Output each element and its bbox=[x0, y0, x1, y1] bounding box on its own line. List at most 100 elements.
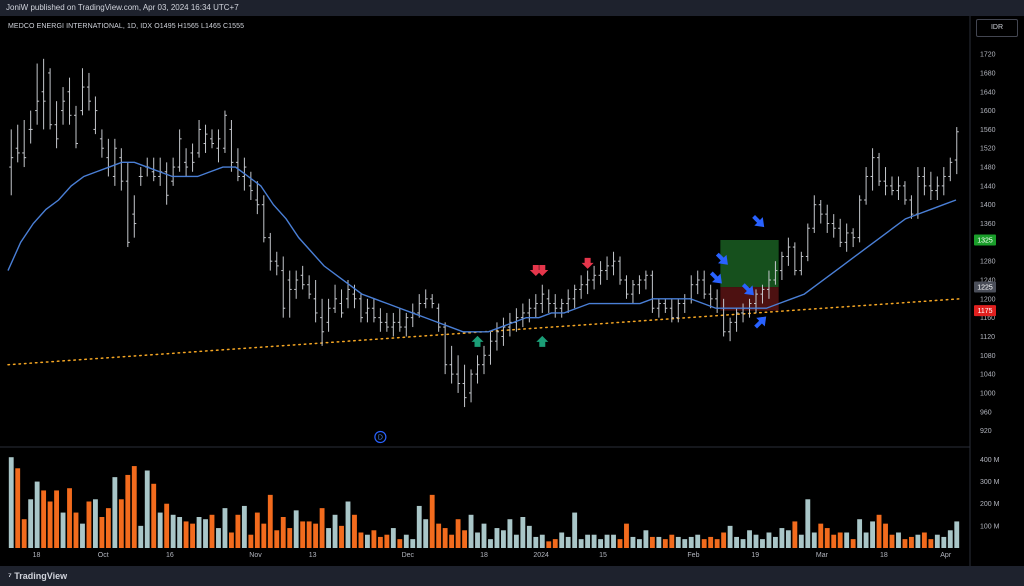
volume-bar bbox=[947, 530, 953, 548]
volume-bar bbox=[831, 534, 837, 548]
blue-arrow-icon bbox=[741, 283, 754, 296]
volume-bar bbox=[47, 501, 53, 548]
tradingview-brand: TradingView bbox=[14, 571, 68, 581]
volume-bar bbox=[73, 512, 79, 548]
price-tick-label: 1600 bbox=[980, 108, 996, 115]
open-value: 1495 bbox=[159, 23, 176, 30]
time-tick-label: Nov bbox=[249, 552, 262, 559]
volume-bar bbox=[352, 514, 357, 548]
volume-bar bbox=[792, 521, 798, 548]
currency-button[interactable]: IDR bbox=[976, 19, 1018, 37]
volume-bar bbox=[909, 536, 914, 548]
volume-bar bbox=[798, 534, 804, 548]
volume-bar bbox=[105, 508, 111, 548]
volume-bar bbox=[339, 525, 344, 548]
low-label: L bbox=[200, 23, 205, 30]
price-tick-label: 1520 bbox=[980, 146, 996, 153]
ohlc-bar bbox=[857, 195, 862, 243]
ohlc-bar bbox=[702, 270, 707, 299]
volume-bar bbox=[138, 525, 144, 548]
volume-bar bbox=[520, 517, 526, 548]
volume-bar bbox=[740, 539, 746, 548]
volume-bar bbox=[468, 514, 474, 548]
price-tick-label: 1560 bbox=[980, 127, 996, 134]
ohlc-bar bbox=[883, 167, 888, 196]
ohlc-bar bbox=[404, 312, 409, 337]
volume-bar bbox=[734, 536, 739, 548]
volume-bar bbox=[928, 539, 934, 548]
volume-bar bbox=[513, 534, 519, 548]
red-arrow-down-icon bbox=[536, 264, 549, 276]
volume-bar bbox=[863, 532, 869, 548]
volume-bar bbox=[442, 528, 448, 548]
price-tick-label: 1200 bbox=[980, 296, 996, 303]
ohlc-bar bbox=[585, 270, 590, 295]
volume-bar bbox=[157, 512, 163, 548]
ohlc-bar bbox=[630, 280, 635, 304]
ohlc-bar bbox=[86, 72, 91, 111]
volume-bar bbox=[261, 523, 267, 548]
ohlc-bar bbox=[171, 157, 176, 186]
ma-dotted-line bbox=[7, 298, 961, 366]
volume-bar bbox=[397, 539, 403, 548]
volume-tick-label: 200 M bbox=[980, 501, 1000, 508]
ohlc-bar bbox=[54, 101, 59, 149]
volume-bar bbox=[429, 494, 435, 548]
chart-frame[interactable] bbox=[0, 16, 1024, 566]
ohlc-bar bbox=[346, 280, 350, 309]
ohlc-bar bbox=[41, 58, 46, 130]
symbol-legend: MEDCO ENERGI INTERNATIONAL, 1D, IDX O149… bbox=[8, 23, 244, 30]
volume-bar bbox=[131, 466, 137, 548]
volume-bar bbox=[539, 534, 545, 548]
ohlc-bar bbox=[922, 167, 927, 196]
ohlc-bar bbox=[197, 120, 202, 158]
ohlc-bar bbox=[553, 294, 558, 318]
ohlc-bar bbox=[274, 251, 279, 276]
price-tick-label: 1040 bbox=[980, 372, 996, 379]
volume-bar bbox=[546, 541, 552, 548]
ohlc-bar bbox=[831, 214, 836, 238]
ohlc-bar bbox=[35, 63, 40, 125]
volume-bar bbox=[267, 494, 273, 548]
volume-bar bbox=[99, 517, 105, 548]
ohlc-bar bbox=[650, 270, 655, 313]
volume-bar bbox=[805, 499, 811, 548]
volume-bar bbox=[170, 514, 176, 548]
price-tick-label: 1720 bbox=[980, 52, 996, 59]
ohlc-bar bbox=[546, 289, 551, 313]
volume-bar bbox=[837, 532, 843, 548]
volume-bar bbox=[708, 536, 714, 548]
price-tick-label: 1080 bbox=[980, 353, 996, 360]
volume-bar bbox=[701, 539, 707, 548]
volume-bar bbox=[507, 519, 513, 548]
close-label: C bbox=[223, 23, 229, 30]
volume-bar bbox=[416, 505, 422, 548]
volume-bar bbox=[80, 523, 85, 548]
volume-bar bbox=[889, 534, 895, 548]
dividend-marker-icon bbox=[374, 430, 387, 444]
ohlc-bar bbox=[611, 251, 616, 276]
volume-bar bbox=[125, 474, 131, 548]
tradingview-logo-icon: ⁷ bbox=[8, 571, 12, 581]
ohlc-bar bbox=[928, 171, 933, 200]
ohlc-bar bbox=[93, 96, 98, 135]
ohlc-bar bbox=[378, 308, 383, 332]
ohlc-bar bbox=[592, 265, 597, 290]
volume-bar bbox=[695, 534, 701, 548]
ohlc-bar bbox=[61, 87, 66, 125]
ohlc-bar bbox=[825, 204, 830, 233]
volume-bar bbox=[410, 539, 416, 548]
volume-bar bbox=[306, 521, 312, 548]
volume-bar bbox=[526, 525, 532, 548]
ohlc-bar bbox=[676, 298, 681, 323]
ohlc-bar bbox=[773, 261, 778, 285]
ohlc-bar bbox=[954, 127, 959, 175]
ohlc-bar bbox=[397, 308, 402, 332]
volume-bar bbox=[766, 532, 772, 548]
price-tick-label: 960 bbox=[980, 409, 992, 416]
ohlc-bar bbox=[164, 162, 169, 205]
ohlc-bar bbox=[436, 303, 441, 332]
low-value: 1465 bbox=[204, 23, 221, 30]
volume-bar bbox=[941, 536, 947, 548]
